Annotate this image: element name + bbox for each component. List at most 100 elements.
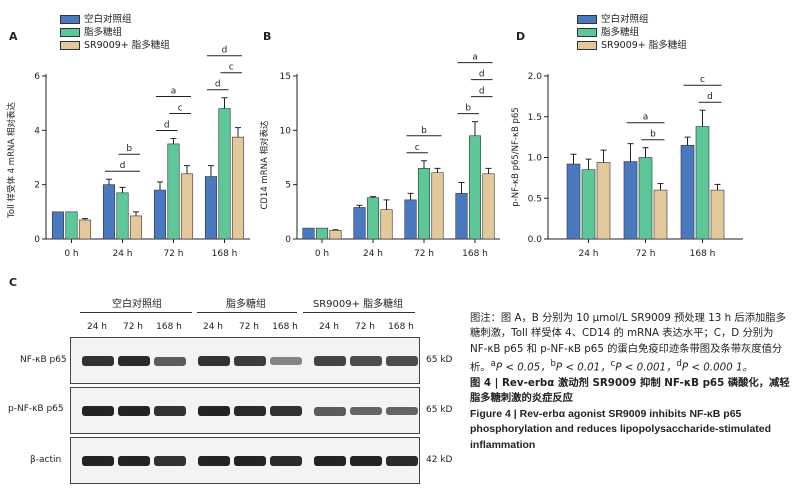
y-tick-label-d-0: 0.0 <box>528 235 543 245</box>
wb-time-label-2-0: 24 h <box>318 322 340 332</box>
x-tick-label-a-0: 0 h <box>64 249 78 259</box>
panel-letter-a: A <box>9 30 18 43</box>
wb-band-1-0 <box>82 405 114 417</box>
legend-d-label-lps: 脂多糖组 <box>601 27 640 38</box>
sig-label-b-2: b <box>465 104 471 114</box>
wb-band-2-2 <box>154 455 186 467</box>
sig-label-a-4: a <box>171 86 177 96</box>
wb-band-2-3 <box>198 455 230 467</box>
y-tick-label-d-3: 1.5 <box>528 113 542 123</box>
caption-sig-b: P < 0.01， <box>555 361 611 374</box>
caption-sig-c: P < 0.001， <box>615 361 677 374</box>
legend-label-sr9009: SR9009+ 脂多糖组 <box>84 40 170 51</box>
y-axis-label-a: Toll 样受体 4 mRNA 相对表达 <box>6 102 17 219</box>
wb-band-2-1 <box>118 455 150 467</box>
wb-band-1-2 <box>154 405 186 417</box>
y-tick-label-d-2: 1.0 <box>528 154 543 164</box>
sig-label-a-5: d <box>215 80 221 90</box>
bar-d-0-2 <box>596 162 611 240</box>
y-tick-label-b-3: 15 <box>280 72 291 82</box>
wb-band-2-5 <box>270 455 302 467</box>
caption-text: 图注：图 A，B 分别为 10 μmol/L SR9009 预处理 13 h 后… <box>470 312 786 374</box>
caption-sig-d-sup: d <box>676 359 682 370</box>
legend-d-label-control: 空白对照组 <box>601 14 649 25</box>
y-tick-label-a-2: 4 <box>34 126 40 136</box>
wb-band-0-4 <box>234 356 266 366</box>
legend-item-sr9009: SR9009+ 脂多糖组 <box>60 39 170 52</box>
sig-label-a-6: c <box>229 63 234 73</box>
bar-a-0-1 <box>65 211 78 240</box>
legend-label-control: 空白对照组 <box>84 14 132 25</box>
bar-b-0-0 <box>302 227 315 240</box>
sig-label-b-0: c <box>415 143 420 153</box>
wb-band-0-7 <box>350 356 382 366</box>
x-tick-label-b-2: 72 h <box>414 249 434 259</box>
sig-label-d-3: c <box>700 75 705 85</box>
x-tick-label-b-1: 24 h <box>363 249 383 259</box>
wb-band-1-1 <box>118 405 150 417</box>
sig-label-a-3: c <box>178 103 183 113</box>
wb-band-1-8 <box>386 406 418 416</box>
wb-band-2-0 <box>82 455 114 467</box>
bar-d-0-0 <box>566 163 581 240</box>
legend-d-swatch-sr9009 <box>577 41 597 50</box>
wb-band-1-7 <box>350 406 382 416</box>
wb-kd-nfkb: 65 kD <box>426 355 453 365</box>
legend-d-swatch-control <box>577 15 597 24</box>
sig-label-a-1: b <box>126 144 132 154</box>
wb-time-label-2-1: 72 h <box>354 322 376 332</box>
x-tick-label-a-1: 24 h <box>112 249 132 259</box>
wb-group-line-control <box>80 312 192 313</box>
blot-nfkb <box>70 337 420 384</box>
wb-row-label-pnfkb: p-NF-κB p65 <box>8 404 64 414</box>
y-axis-label-d: p-NF-κB p65/NF-κB p65 <box>511 107 521 206</box>
figure-caption: 图注：图 A，B 分别为 10 μmol/L SR9009 预处理 13 h 后… <box>470 311 790 453</box>
wb-band-1-3 <box>198 405 230 417</box>
sig-label-b-5: a <box>472 53 478 63</box>
legend-d-item-lps: 脂多糖组 <box>577 26 687 39</box>
wb-band-0-1 <box>118 355 150 367</box>
bar-d-1-0 <box>623 161 638 240</box>
wb-group-control: 空白对照组 <box>112 299 162 310</box>
bar-d-2-1 <box>695 126 710 240</box>
wb-band-1-5 <box>270 405 302 417</box>
bar-d-1-1 <box>638 157 653 240</box>
legend-swatch-lps <box>60 28 80 37</box>
panel-letter-c: C <box>9 276 18 289</box>
wb-time-label-1-2: 168 h <box>272 322 298 332</box>
wb-time-label-1-1: 72 h <box>238 322 260 332</box>
legend-d-item-control: 空白对照组 <box>577 13 687 26</box>
caption-legend: 图注：图 A，B 分别为 10 μmol/L SR9009 预处理 13 h 后… <box>470 311 790 376</box>
wb-time-label-0-2: 168 h <box>156 322 182 332</box>
wb-band-0-8 <box>386 356 418 366</box>
x-tick-label-a-3: 168 h <box>212 249 238 259</box>
blot-pnfkb <box>70 387 420 434</box>
panel-letter-b: B <box>263 30 272 43</box>
y-tick-label-b-1: 5 <box>285 181 291 191</box>
wb-group-line-lps <box>197 312 297 313</box>
sig-label-b-3: d <box>479 87 485 97</box>
legend-label-lps: 脂多糖组 <box>84 27 123 38</box>
bar-b-0-1 <box>315 227 329 240</box>
wb-band-0-6 <box>314 356 346 366</box>
legend-top: 空白对照组 脂多糖组 SR9009+ 脂多糖组 <box>60 13 170 52</box>
caption-title-cn: 图 4 | Rev-erbα 激动剂 SR9009 抑制 NF-κB p65 磷… <box>470 377 790 405</box>
sig-label-d-0: b <box>650 130 656 140</box>
wb-time-label-0-1: 72 h <box>122 322 144 332</box>
wb-band-1-6 <box>314 406 346 416</box>
wb-time-label-1-0: 24 h <box>202 322 224 332</box>
wb-row-label-nfkb: NF-κB p65 <box>20 355 67 365</box>
wb-group-lps: 脂多糖组 <box>226 299 266 310</box>
y-tick-label-d-4: 2.0 <box>528 72 543 82</box>
wb-group-sr9009: SR9009+ 脂多糖组 <box>312 299 404 310</box>
wb-band-0-2 <box>154 356 186 366</box>
wb-band-0-5 <box>270 357 302 365</box>
y-tick-label-b-2: 10 <box>280 126 292 136</box>
wb-band-0-3 <box>198 355 230 367</box>
caption-sig-c-sup: c <box>610 359 616 370</box>
wb-group-line-sr9009 <box>303 312 415 313</box>
blot-actin <box>70 437 420 484</box>
bar-d-2-2 <box>710 189 725 240</box>
